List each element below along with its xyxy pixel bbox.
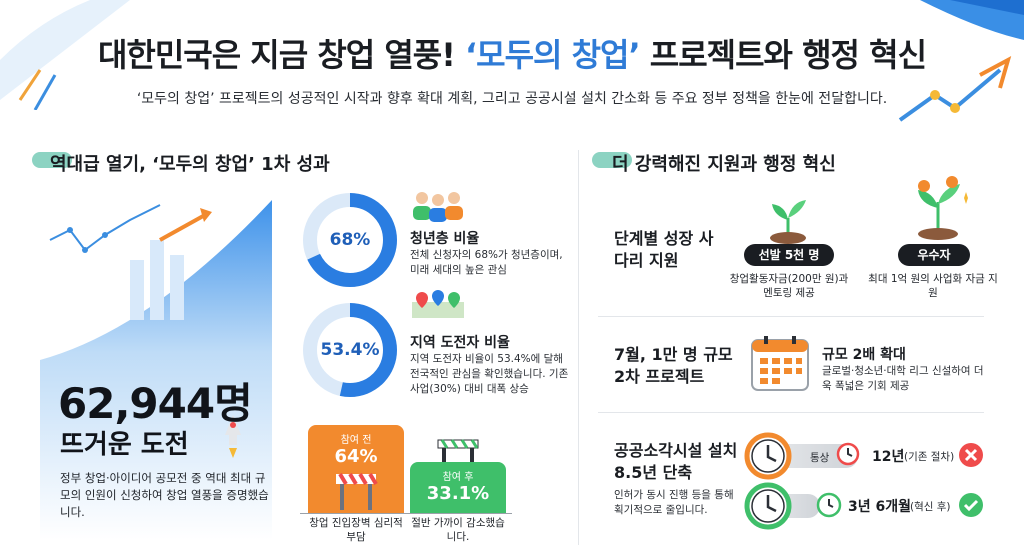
hero-headline: 뜨거운 도전 [60,430,189,460]
hero-description: 정부 창업·아이디어 공모전 중 역대 최대 규모의 인원이 신청하여 창업 열… [60,471,269,519]
facility-desc: 인허가 동시 진행 등을 통해 획기적으로 줄입니다. [614,489,734,516]
bar-baseline [300,513,512,514]
bar-after: 참여 후 33.1% [410,462,506,513]
bar-before-label: 참여 전 [340,435,372,446]
small-clock-icon [836,442,860,466]
regional-ratio-title: 지역 도전자 비율 [410,335,510,351]
bar-before-value: 64% [334,446,378,467]
bar-after-label: 참여 후 [442,472,474,483]
lowered-barrier-icon [437,439,479,462]
hero-number: 62,944명 [58,379,253,428]
youth-ratio-desc: 전체 신청자의 68%가 청년층이며, 미래 세대의 높은 관심 [410,249,563,276]
brush-decoration [32,152,72,168]
bar-after-value: 33.1% [426,483,490,504]
regional-ratio-value: 53.4% [320,340,380,360]
growth-chart-illustration [40,200,272,540]
facility-title: 공공소각시설 설치 8.5년 단축 [614,441,738,482]
usual-label: 통상 [810,452,830,464]
usual-years: 12년 [872,449,905,465]
fruit-tree-icon [918,176,968,240]
brush-decoration [592,152,632,168]
barrier-icon [336,472,378,510]
bar-before: 참여 전 64% [308,425,404,513]
calendar-icon [751,336,809,391]
map-pin-icon [412,290,464,318]
step1-desc: 창업활동자금(200만 원)과 멘토링 제공 [729,273,849,299]
regional-ratio-desc: 지역 도전자 비율이 53.4%에 달해 전국적인 관심을 확인했습니다. 기존… [410,353,569,395]
round2-title: 7월, 1만 명 규모 2차 프로젝트 [614,345,733,386]
corner-decoration-right [898,0,1024,122]
step2-pill: 우수자 [898,244,970,266]
regional-ratio-ring [303,303,397,397]
round2-head: 규모 2배 확대 [822,347,906,363]
clock-icon [744,482,792,530]
page-subtitle: ‘모두의 창업’ 프로젝트의 성공적인 시작과 향후 확대 계획, 그리고 공공… [136,91,888,107]
new-years: 3년 6개월 [848,499,911,515]
x-mark-icon [959,443,983,467]
youth-ratio-value: 68% [329,230,371,250]
usual-note: (기존 절차) [904,451,955,463]
section-title-right: 더 강력해진 지원과 행정 혁신 [612,154,836,175]
round2-desc: 글로벌·청소년·대학 리그 신설하여 더욱 폭넓은 기회 제공 [822,365,984,392]
step2-desc: 최대 1억 원의 사업화 자금 지원 [868,273,998,299]
bar-after-caption: 절반 가까이 감소했습니다. [411,517,505,543]
step1-pill: 선발 5천 명 [744,244,834,266]
small-clock-icon [816,492,842,518]
ladder-title: 단계별 성장 사다리 지원 [614,229,714,270]
people-icon [413,192,463,222]
corner-decoration-left [0,0,130,110]
new-note: (혁신 후) [910,501,951,513]
clock-icon [744,432,792,480]
row-divider [598,412,984,413]
youth-ratio-title: 청년층 비율 [410,231,480,247]
youth-ratio-ring [303,193,397,287]
check-mark-icon [959,493,983,517]
column-divider [578,150,579,545]
row-divider [598,316,984,317]
sprout-icon [770,200,806,244]
bar-before-caption: 창업 진입장벽 심리적 부담 [309,517,403,543]
page-title: 대한민국은 지금 창업 열풍! ‘모두의 창업’ 프로젝트와 행정 혁신 [97,36,927,74]
section-title-left: 역대급 열기, ‘모두의 창업’ 1차 성과 [50,154,330,175]
